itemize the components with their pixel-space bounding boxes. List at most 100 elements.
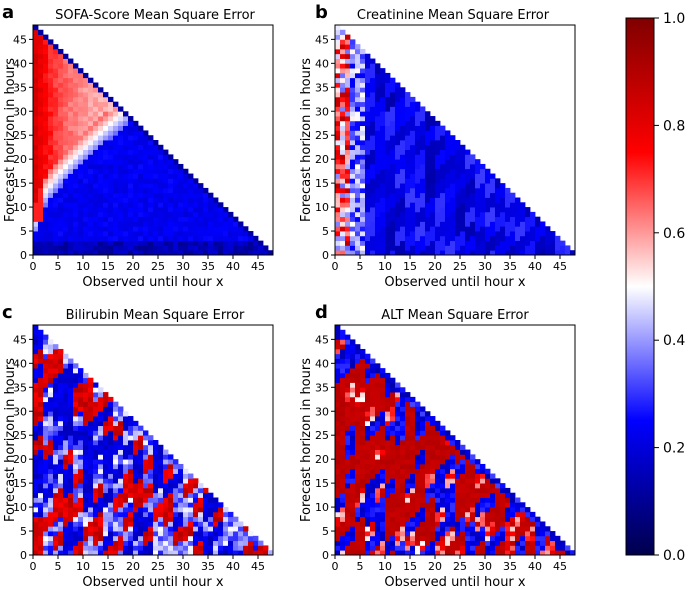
heatmap-cell bbox=[173, 202, 179, 208]
heatmap-cell bbox=[475, 535, 481, 542]
heatmap-cell bbox=[345, 363, 351, 369]
heatmap-cell bbox=[168, 497, 174, 503]
heatmap-cell bbox=[38, 183, 44, 189]
heatmap-cell bbox=[410, 540, 416, 546]
heatmap-cell bbox=[405, 401, 411, 407]
heatmap-cell bbox=[78, 140, 84, 146]
heatmap-cell bbox=[485, 168, 491, 174]
heatmap-cell bbox=[390, 401, 396, 407]
heatmap-cell bbox=[410, 396, 416, 403]
heatmap-cell bbox=[525, 245, 531, 251]
heatmap-cell bbox=[208, 245, 214, 251]
heatmap-cell bbox=[420, 159, 426, 165]
heatmap-cell bbox=[530, 521, 536, 527]
heatmap-cell bbox=[48, 516, 54, 522]
heatmap-cell bbox=[415, 406, 421, 412]
heatmap-cell bbox=[375, 154, 381, 160]
heatmap-cell bbox=[33, 168, 39, 174]
heatmap-cell bbox=[98, 92, 104, 98]
heatmap-cell bbox=[198, 483, 204, 489]
heatmap-cell bbox=[365, 521, 371, 527]
heatmap-cell bbox=[133, 130, 139, 136]
heatmap-cell bbox=[113, 425, 119, 431]
heatmap-cell bbox=[350, 82, 356, 88]
heatmap-cell bbox=[73, 106, 79, 112]
heatmap-cell bbox=[163, 207, 169, 213]
heatmap-cell bbox=[63, 202, 69, 208]
heatmap-cell bbox=[58, 526, 64, 532]
heatmap-cell bbox=[450, 216, 456, 222]
heatmap-cell bbox=[198, 492, 204, 498]
heatmap-cell bbox=[365, 478, 371, 484]
heatmap-cell bbox=[63, 449, 69, 455]
heatmap-cell bbox=[395, 96, 401, 103]
heatmap-cell bbox=[385, 406, 391, 412]
heatmap-cell bbox=[43, 478, 49, 484]
heatmap-cell bbox=[390, 545, 396, 551]
heatmap-cell bbox=[360, 387, 366, 393]
heatmap-cell bbox=[395, 159, 401, 165]
heatmap-cell bbox=[93, 497, 99, 503]
heatmap-cell bbox=[93, 540, 99, 546]
heatmap-cell bbox=[223, 221, 229, 227]
heatmap-cell bbox=[38, 487, 44, 494]
heatmap-cell bbox=[405, 550, 411, 556]
heatmap-cell bbox=[58, 392, 64, 398]
heatmap-cell bbox=[355, 183, 361, 189]
heatmap-cell bbox=[83, 178, 89, 184]
heatmap-cell bbox=[400, 192, 406, 198]
heatmap-cell bbox=[400, 444, 406, 450]
heatmap-cell bbox=[545, 231, 551, 237]
heatmap-cell bbox=[108, 125, 114, 131]
heatmap-cell bbox=[78, 82, 84, 88]
heatmap-cell bbox=[410, 154, 416, 160]
heatmap-cell bbox=[395, 430, 401, 436]
heatmap-cell bbox=[390, 430, 396, 436]
heatmap-cell bbox=[213, 211, 219, 218]
heatmap-cell bbox=[350, 368, 356, 374]
heatmap-cell bbox=[158, 444, 164, 450]
heatmap-cell bbox=[425, 497, 431, 503]
heatmap-cell bbox=[375, 535, 381, 542]
heatmap-cell bbox=[360, 358, 366, 364]
heatmap-cell bbox=[98, 96, 104, 103]
heatmap-cell bbox=[58, 406, 64, 412]
heatmap-cell bbox=[153, 159, 159, 165]
heatmap-cell bbox=[505, 526, 511, 532]
heatmap-cell bbox=[395, 440, 401, 446]
heatmap-cell bbox=[83, 377, 89, 383]
x-tick-label: 35 bbox=[201, 560, 215, 573]
heatmap-cell bbox=[53, 63, 59, 69]
heatmap-cell bbox=[510, 192, 516, 198]
heatmap-cell bbox=[123, 168, 129, 174]
heatmap-cell bbox=[420, 202, 426, 208]
heatmap-cell bbox=[103, 507, 109, 513]
heatmap-cell bbox=[420, 144, 426, 150]
heatmap-cell bbox=[410, 521, 416, 527]
heatmap-cell bbox=[43, 339, 49, 345]
heatmap-cell bbox=[113, 444, 119, 450]
heatmap-cell bbox=[385, 178, 391, 184]
heatmap-cell bbox=[58, 468, 64, 474]
heatmap-cell bbox=[88, 511, 94, 518]
heatmap-cell bbox=[78, 163, 84, 170]
heatmap-cell bbox=[83, 531, 89, 537]
heatmap-cell bbox=[63, 231, 69, 237]
heatmap-cell bbox=[108, 540, 114, 546]
heatmap-cell bbox=[395, 463, 401, 470]
heatmap-cell bbox=[465, 221, 471, 227]
heatmap-cell bbox=[565, 250, 571, 256]
heatmap-cell bbox=[410, 497, 416, 503]
heatmap-cell bbox=[38, 531, 44, 537]
heatmap-cell bbox=[173, 226, 179, 232]
heatmap-cell bbox=[88, 550, 94, 556]
heatmap-cell bbox=[360, 149, 366, 155]
heatmap-cell bbox=[113, 250, 119, 256]
heatmap-cell bbox=[38, 192, 44, 198]
heatmap-cell bbox=[93, 245, 99, 251]
heatmap-cell bbox=[258, 550, 264, 556]
heatmap-cell bbox=[400, 116, 406, 122]
heatmap-cell bbox=[173, 492, 179, 498]
heatmap-cell bbox=[405, 516, 411, 522]
heatmap-cell bbox=[345, 396, 351, 403]
